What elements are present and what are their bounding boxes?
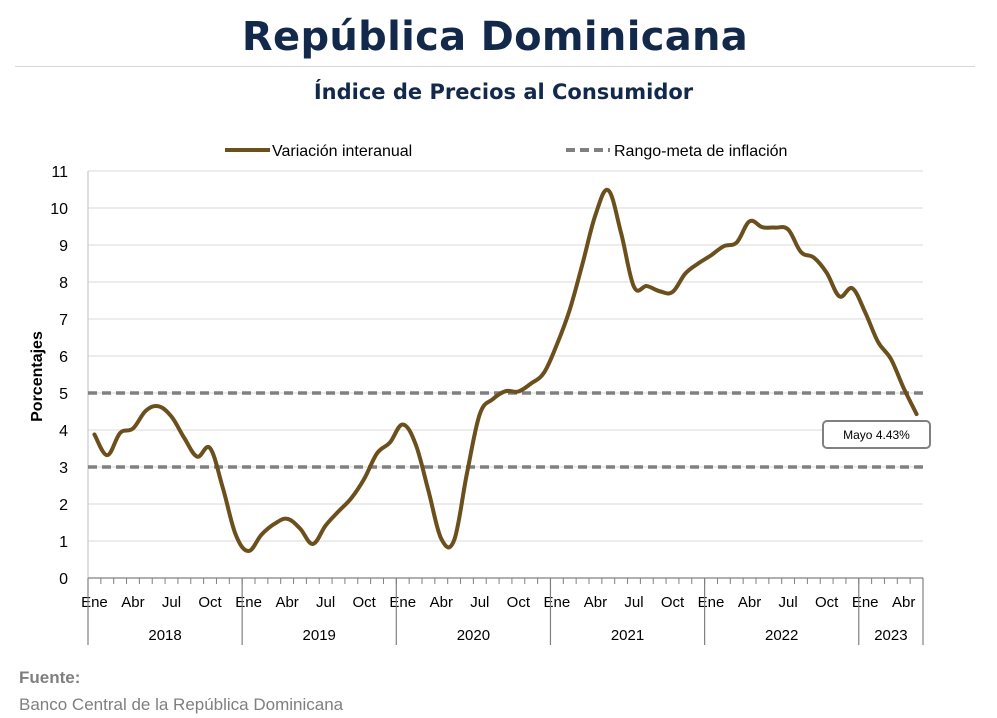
chart-subtitle: Índice de Precios al Consumidor — [313, 80, 694, 104]
gridlines — [88, 170, 923, 542]
x-tick-label: Oct — [815, 594, 839, 611]
source-label: Fuente: — [19, 668, 81, 687]
series-lines — [92, 187, 919, 553]
x-tick-label: Ene — [81, 594, 108, 611]
y-tick-label: 3 — [59, 460, 68, 477]
x-tick-label: Jul — [316, 594, 335, 611]
y-tick-label: 4 — [59, 423, 68, 440]
year-label: 2020 — [457, 627, 490, 644]
x-tick-label: Ene — [389, 594, 416, 611]
annotation: Mayo 4.43% — [822, 420, 931, 449]
x-tick-label: Oct — [353, 594, 377, 611]
x-tick-label: Jul — [779, 594, 798, 611]
x-tick-label: Oct — [507, 594, 531, 611]
x-tick-label: Oct — [661, 594, 685, 611]
x-tick-label: Ene — [544, 594, 571, 611]
y-tick-label: 1 — [59, 534, 68, 551]
y-axis: 0 1 2 3 4 5 6 7 8 9 10 11 Porcentajes — [29, 164, 89, 588]
x-tick-label: Jul — [162, 594, 181, 611]
x-tick-label: Jul — [624, 594, 643, 611]
x-tick-label: Jul — [470, 594, 489, 611]
y-tick-label: 2 — [59, 497, 68, 514]
x-tick-label: Oct — [198, 594, 222, 611]
y-tick-label: 0 — [59, 571, 68, 588]
x-tick-label: Abr — [738, 594, 761, 611]
x-axis: Ene Abr Jul Oct Ene Abr Jul Oct Ene Abr Jul Oct Ene A… — [81, 577, 924, 645]
legend-label: Variación interanual — [272, 143, 412, 160]
annotation-label: Mayo 4.43% — [843, 428, 910, 442]
title-divider — [15, 66, 975, 67]
series-line-variacion-interanual — [92, 187, 919, 553]
x-tick-label: Abr — [275, 594, 298, 611]
x-tick-label: Abr — [584, 594, 607, 611]
y-axis-title: Porcentajes — [29, 331, 46, 422]
year-label: 2023 — [874, 627, 907, 644]
y-tick-label: 6 — [59, 349, 68, 366]
year-label: 2018 — [148, 627, 181, 644]
y-tick-label: 10 — [50, 201, 68, 218]
legend: Variación interanual Rango-meta de inflac… — [225, 143, 787, 160]
x-tick-label: Ene — [235, 594, 262, 611]
year-label: 2019 — [303, 627, 336, 644]
x-tick-label: Abr — [121, 594, 144, 611]
x-tick-label: Ene — [852, 594, 879, 611]
legend-label: Rango-meta de inflación — [614, 143, 787, 160]
y-tick-label: 11 — [51, 164, 68, 181]
year-label: 2022 — [765, 627, 798, 644]
chart-title: República Dominicana — [241, 14, 749, 60]
y-tick-label: 8 — [59, 275, 68, 292]
x-tick-label: Abr — [892, 594, 915, 611]
year-label: 2021 — [611, 627, 644, 644]
y-tick-label: 5 — [59, 386, 68, 403]
annotation-box — [822, 420, 931, 449]
y-tick-label: 9 — [59, 238, 68, 255]
x-tick-label: Abr — [430, 594, 453, 611]
y-tick-label: 7 — [59, 312, 68, 329]
x-tick-label: Ene — [698, 594, 725, 611]
source-text: Banco Central de la República Dominicana — [19, 695, 344, 714]
